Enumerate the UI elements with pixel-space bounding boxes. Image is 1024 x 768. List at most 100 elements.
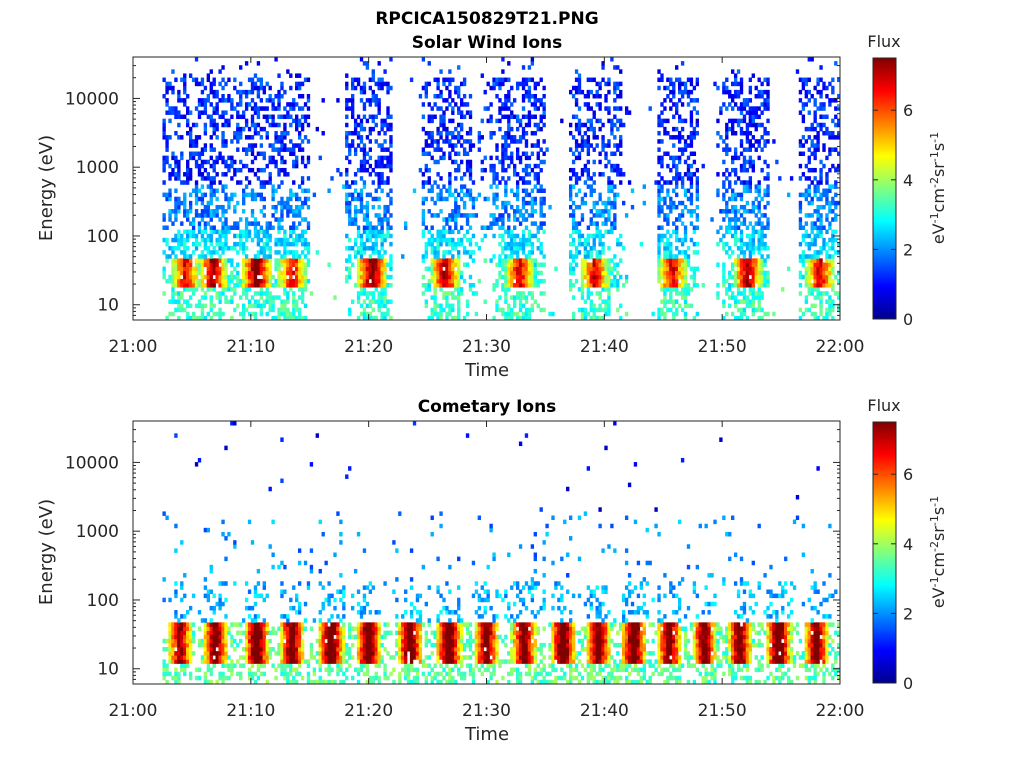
heatmap-cell	[442, 184, 446, 189]
heatmap-cell	[206, 200, 210, 206]
heatmap-cell	[356, 122, 361, 128]
heatmap-cell	[209, 85, 213, 91]
heatmap-cell	[819, 196, 823, 202]
heatmap-cell	[300, 147, 305, 152]
heatmap-cell	[256, 241, 261, 247]
heatmap-cell	[742, 180, 747, 185]
heatmap-cell	[760, 102, 764, 107]
heatmap-cell	[233, 159, 237, 165]
heatmap-cell	[745, 299, 750, 304]
heatmap-cell	[457, 241, 461, 247]
heatmap-cell	[242, 262, 246, 267]
heatmap-cell	[218, 258, 222, 263]
heatmap-cell	[174, 270, 178, 276]
heatmap-cell	[589, 291, 593, 296]
heatmap-cell	[206, 73, 210, 78]
heatmap-cell	[345, 85, 349, 91]
heatmap-cell	[300, 258, 305, 263]
heatmap-cell	[571, 159, 576, 165]
heatmap-cell	[433, 311, 437, 317]
heatmap-cell	[206, 258, 210, 263]
heatmap-cell	[518, 241, 523, 247]
heatmap-cell	[188, 139, 193, 144]
heatmap-cell	[742, 155, 747, 161]
heatmap-cell	[604, 221, 608, 226]
heatmap-cell	[515, 172, 520, 177]
heatmap-cell	[757, 246, 761, 251]
heatmap-cell	[442, 270, 446, 276]
heatmap-cell	[268, 266, 272, 272]
heatmap-cell	[683, 85, 688, 91]
heatmap-cell	[748, 77, 753, 83]
heatmap-cell	[168, 176, 172, 181]
heatmap-cell	[798, 291, 803, 296]
heatmap-cell	[454, 315, 458, 320]
heatmap-cell	[616, 262, 620, 267]
heatmap-cell	[592, 307, 596, 313]
heatmap-cell	[542, 229, 546, 235]
heatmap-cell	[365, 213, 370, 218]
heatmap-cell	[524, 114, 529, 120]
heatmap-cell	[725, 213, 729, 218]
heatmap-cell	[377, 98, 381, 103]
heatmap-cell	[194, 262, 199, 267]
heatmap-cell	[268, 180, 272, 185]
heatmap-cell	[427, 241, 431, 247]
heatmap-cell	[421, 57, 426, 62]
heatmap-cell	[613, 278, 617, 284]
heatmap-cell	[239, 217, 243, 222]
heatmap-cell	[321, 98, 325, 103]
heatmap-cell	[197, 258, 202, 263]
heatmap-cell	[675, 283, 679, 288]
heatmap-cell	[725, 151, 729, 157]
heatmap-cell	[751, 299, 755, 304]
heatmap-cell	[834, 237, 838, 243]
heatmap-cell	[465, 110, 470, 115]
heatmap-cell	[262, 155, 266, 161]
heatmap-cell	[448, 176, 452, 181]
heatmap-cell	[236, 180, 240, 185]
heatmap-cell	[680, 126, 685, 132]
heatmap-cell	[457, 213, 461, 218]
heatmap-cell	[365, 270, 370, 276]
heatmap-cell	[524, 200, 529, 206]
heatmap-cell	[162, 126, 166, 132]
heatmap-cell	[604, 287, 608, 292]
heatmap-cell	[218, 278, 222, 284]
heatmap-cell	[804, 229, 808, 235]
heatmap-cell	[206, 246, 210, 251]
heatmap-cell	[206, 159, 210, 165]
heatmap-cell	[828, 151, 832, 157]
heatmap-cell	[689, 184, 694, 189]
heatmap-cell	[689, 139, 694, 144]
heatmap-cell	[271, 122, 275, 128]
heatmap-cell	[518, 307, 523, 313]
heatmap-cell	[377, 184, 381, 189]
heatmap-cell	[624, 278, 629, 284]
heatmap-cell	[604, 209, 608, 214]
heatmap-cell	[660, 155, 664, 161]
heatmap-cell	[295, 315, 299, 320]
heatmap-cell	[731, 188, 735, 194]
heatmap-cell	[451, 118, 455, 124]
heatmap-cell	[183, 246, 187, 251]
heatmap-cell	[283, 303, 287, 309]
heatmap-cell	[677, 291, 682, 296]
heatmap-cell	[504, 254, 508, 259]
heatmap-cell	[828, 188, 832, 194]
heatmap-cell	[445, 139, 449, 144]
heatmap-cell	[539, 250, 543, 255]
heatmap-cell	[436, 250, 440, 255]
heatmap-cell	[504, 209, 508, 214]
heatmap-cell	[657, 274, 661, 280]
heatmap-cell	[521, 311, 526, 317]
heatmap-cell	[828, 258, 832, 263]
heatmap-cell	[613, 89, 617, 95]
heatmap-cell	[533, 184, 537, 189]
heatmap-cell	[200, 110, 205, 115]
heatmap-cell	[292, 180, 296, 185]
heatmap-cell	[297, 184, 302, 189]
heatmap-cell	[504, 98, 508, 103]
heatmap-cell	[203, 221, 208, 226]
heatmap-cell	[663, 315, 667, 320]
